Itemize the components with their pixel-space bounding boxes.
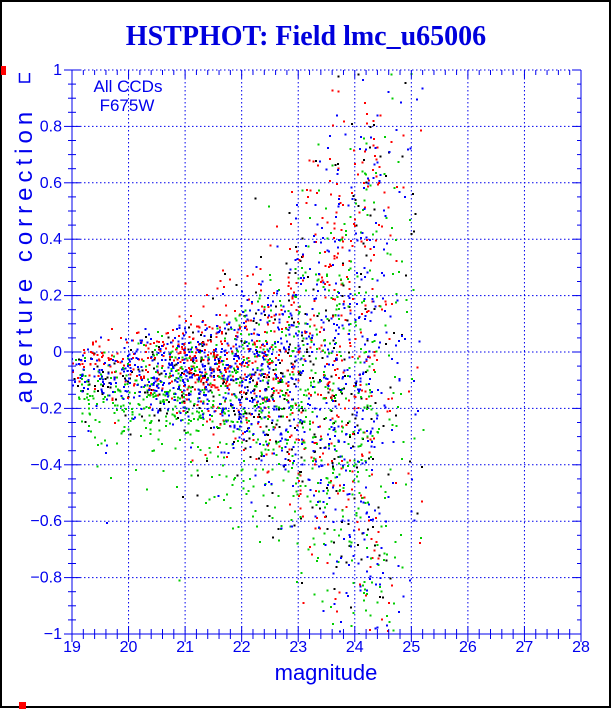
y-axis-label: aperture correction [11, 107, 38, 403]
red-mark-bottom-left [19, 702, 26, 709]
x-tick-label: 21 [176, 639, 194, 656]
plot-title: HSTPHOT: Field lmc_u65006 [126, 21, 486, 52]
x-tick-label: 19 [63, 639, 81, 656]
y-tick-label: 0 [53, 344, 62, 361]
x-tick-label: 28 [572, 639, 590, 656]
y-tick-label: 0.8 [40, 118, 62, 135]
filter-label: F675W [100, 96, 155, 115]
x-tick-label: 24 [346, 639, 364, 656]
data-points [72, 72, 425, 634]
y-tick-label: −0.4 [30, 457, 62, 474]
y-tick-label: −0.8 [30, 570, 62, 587]
x-tick-label: 27 [516, 639, 534, 656]
tick-labels: 19 20 21 22 23 24 25 26 27 28 1 0.8 0.6 0.4 0.2 0 −0.2 −0… [30, 62, 590, 656]
y-tick-label: 1 [53, 62, 62, 79]
x-tick-label: 25 [402, 639, 420, 656]
y-tick-label: 0.6 [40, 175, 62, 192]
x-tick-label: 20 [120, 639, 138, 656]
series-ccd-green [75, 72, 425, 634]
ccd-selection-label: All CCDs [94, 77, 163, 96]
grid-lines [72, 69, 581, 634]
y-tick-label: 0.4 [40, 231, 62, 248]
y-tick-label: −0.6 [30, 513, 62, 530]
x-tick-label: 22 [233, 639, 251, 656]
series-ccd-blue [72, 79, 424, 633]
y-tick-label: −0.2 [30, 400, 62, 417]
y-tick-label: −1 [44, 626, 62, 643]
x-tick-label: 26 [459, 639, 477, 656]
series-ccd-black [73, 73, 423, 609]
y-tick-label: 0.2 [40, 288, 62, 305]
red-mark-top-left [1, 66, 6, 75]
x-axis-label: magnitude [275, 660, 378, 685]
blue-open-square-mark [18, 73, 31, 83]
x-tick-label: 23 [289, 639, 307, 656]
axis-ticks [64, 69, 582, 642]
series-ccd-red [72, 89, 424, 633]
